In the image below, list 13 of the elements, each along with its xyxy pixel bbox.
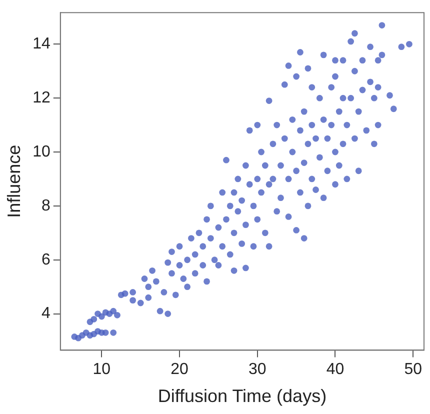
y-axis-title: Influence xyxy=(4,144,24,218)
x-tick-label: 30 xyxy=(248,361,266,378)
x-tick-label: 10 xyxy=(92,361,111,378)
x-tick-label: 50 xyxy=(404,361,422,378)
y-tick-label: 14 xyxy=(32,36,50,53)
x-axis-title: Diffusion Time (days) xyxy=(158,386,327,406)
x-tick-label: 40 xyxy=(326,361,344,378)
y-tick-label: 4 xyxy=(41,305,50,322)
y-tick-label: 12 xyxy=(32,89,50,106)
x-tick-label: 20 xyxy=(170,361,189,378)
y-tick-label: 6 xyxy=(41,251,50,268)
y-tick-label: 8 xyxy=(41,197,50,214)
y-tick-label: 10 xyxy=(32,143,50,160)
